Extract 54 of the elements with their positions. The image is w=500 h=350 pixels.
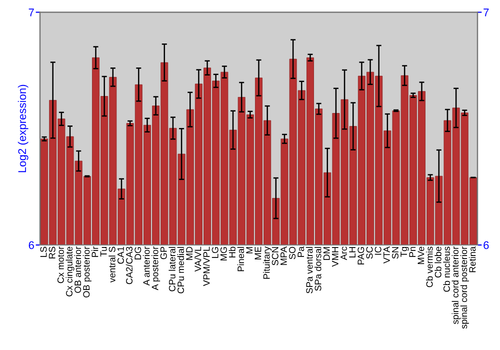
x-tick-label: MVe <box>418 246 424 264</box>
x-tick-label: VTA <box>383 246 390 264</box>
x-tick-label: RS <box>48 246 56 258</box>
x-tick-label: CPu lateral <box>168 247 176 292</box>
x-tick-label: OB posterior <box>82 246 92 298</box>
x-tick-label: SC <box>366 246 373 259</box>
x-tick-label: SCN <box>272 247 278 266</box>
y-axis-title: Log2 (expression) <box>18 84 28 172</box>
x-tick-label: Pineal <box>237 247 244 272</box>
x-tick-label: MG <box>220 247 227 260</box>
x-tick-label: VMH <box>332 247 338 267</box>
x-tick-label: SO <box>289 246 296 260</box>
x-tick-label: CPu medial <box>177 247 184 294</box>
x-tick-label: Tg <box>400 246 409 257</box>
x-tick-label: IC <box>374 246 382 255</box>
x-tick-label: A anterior <box>142 246 150 286</box>
x-tick-label: DM <box>323 247 330 260</box>
x-tick-label: M <box>246 247 253 254</box>
y2-tick-label: 7 <box>484 8 489 16</box>
x-tick-label: CA1 <box>117 246 124 264</box>
x-tick-label: Cx cingulate <box>66 246 74 296</box>
x-tick-label: Pn <box>409 246 416 257</box>
x-tick-label: Hb <box>228 246 236 258</box>
x-tick-label: Retina <box>468 246 476 272</box>
x-tick-label: SPa ventral <box>306 247 313 294</box>
x-tick-label: MD <box>186 246 192 260</box>
x-tick-label: DG <box>134 247 142 260</box>
x-tick-label: OB anterior <box>74 246 82 293</box>
x-tick-label: ventral S <box>108 246 116 283</box>
x-tick-label: Cx motor <box>57 246 64 284</box>
x-tick-label: spinal cord anterior <box>452 246 460 324</box>
x-tick-label: A posterior <box>152 246 160 290</box>
x-tick-label: MPA <box>280 246 287 265</box>
x-tick-label: LG <box>212 247 218 258</box>
x-tick-label: GP <box>160 246 167 260</box>
x-tick-label: Cb vermis <box>426 246 433 288</box>
x-tick-label: Cb nucleus <box>443 246 450 292</box>
x-tick-label: VA/VL <box>194 246 202 272</box>
x-tick-label: Pituitary <box>263 246 272 279</box>
x-tick-label: Cb lobe <box>434 246 442 278</box>
x-tick-label: LH <box>349 247 356 258</box>
x-tick-label: CA2/CA3 <box>126 246 133 284</box>
x-tick-label: SN <box>392 247 398 259</box>
x-tick-label: Pir <box>91 246 98 257</box>
x-tick-label: PAG <box>358 247 364 264</box>
x-tick-label: LS <box>40 246 47 257</box>
y2-tick-label: 6 <box>484 241 489 250</box>
x-tick-label: Arc <box>340 246 347 260</box>
x-tick-label: SPa dorsal <box>314 247 322 291</box>
x-tick-label: ME <box>254 246 262 260</box>
x-tick-label: VPM/VPL <box>203 246 210 286</box>
x-tick-label: spinal cord posterior <box>460 246 469 329</box>
x-tick-label: Pa <box>298 246 304 257</box>
x-tick-label: Tu <box>100 246 107 257</box>
